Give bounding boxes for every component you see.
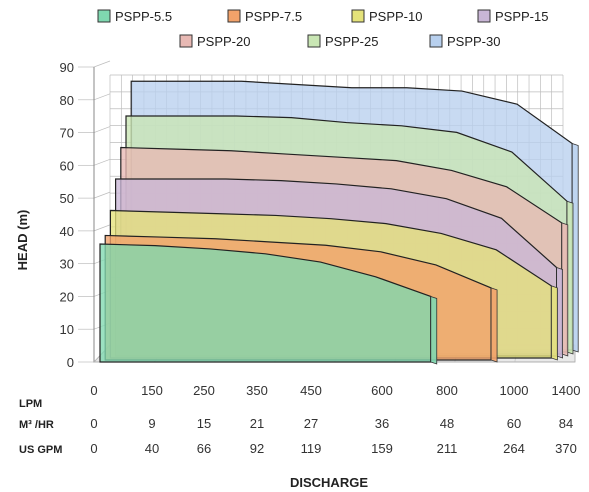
grid-connector bbox=[93, 224, 111, 232]
grid-connector bbox=[93, 60, 111, 68]
x-tick-label: 1000 bbox=[500, 383, 529, 398]
legend-swatch bbox=[477, 9, 491, 23]
y-tick-label: 80 bbox=[60, 93, 74, 108]
x-tick-label: 40 bbox=[145, 441, 159, 456]
legend-item: PSPP-25 bbox=[307, 34, 378, 49]
legend: PSPP-5.5 PSPP-7.5 PSPP-10 PSPP-15 PSPP-20 PSP… bbox=[97, 9, 548, 49]
x-tick-label: 119 bbox=[301, 441, 322, 456]
legend-label: PSPP-10 bbox=[369, 9, 422, 24]
y-tick-label: 40 bbox=[60, 224, 74, 239]
series-pspp-5-5 bbox=[99, 243, 438, 365]
x-tick-label: 350 bbox=[246, 383, 268, 398]
legend-label: PSPP-25 bbox=[325, 34, 378, 49]
legend-swatch bbox=[179, 34, 193, 48]
x-tick-label: 60 bbox=[507, 416, 521, 431]
x-tick-label: 9 bbox=[148, 416, 155, 431]
y-axis-ticks: 0 10 20 30 40 50 60 70 80 90 bbox=[60, 60, 74, 370]
legend-swatch bbox=[429, 34, 443, 48]
legend-item: PSPP-20 bbox=[179, 34, 250, 49]
legend-label: PSPP-30 bbox=[447, 34, 500, 49]
grid-connector bbox=[93, 93, 111, 101]
legend-swatch bbox=[351, 9, 365, 23]
area-side-pspp-5-5 bbox=[430, 295, 438, 365]
x-tick-label: 150 bbox=[141, 383, 163, 398]
x-tick-label: 48 bbox=[440, 416, 454, 431]
legend-label: PSPP-20 bbox=[197, 34, 250, 49]
legend-label: PSPP-7.5 bbox=[245, 9, 302, 24]
x-tick-label: 159 bbox=[371, 441, 393, 456]
x-tick-label: 21 bbox=[250, 416, 264, 431]
grid-connector bbox=[93, 191, 111, 199]
legend-item: PSPP-30 bbox=[429, 34, 500, 49]
x-tick-label: 0 bbox=[90, 383, 97, 398]
x-tick-label: 250 bbox=[193, 383, 215, 398]
x-tick-label: 92 bbox=[250, 441, 264, 456]
x-tick-label: 1400 bbox=[552, 383, 581, 398]
x-tick-label: 600 bbox=[371, 383, 393, 398]
area-side-pspp-10 bbox=[551, 285, 558, 361]
legend-label: PSPP-15 bbox=[495, 9, 548, 24]
grid-connector bbox=[93, 159, 111, 166]
y-tick-label: 10 bbox=[60, 322, 74, 337]
x-tick-label: 27 bbox=[304, 416, 318, 431]
x-tick-label: 66 bbox=[197, 441, 211, 456]
grid-connector bbox=[93, 126, 111, 133]
legend-item: PSPP-10 bbox=[351, 9, 422, 24]
x-row-label: US GPM bbox=[19, 444, 62, 456]
x-tick-label: 450 bbox=[300, 383, 322, 398]
x-tick-label: 211 bbox=[437, 441, 458, 456]
y-tick-label: 30 bbox=[60, 257, 74, 272]
x-tick-label: 36 bbox=[375, 416, 389, 431]
y-axis-title: HEAD (m) bbox=[15, 210, 30, 271]
y-tick-label: 0 bbox=[67, 355, 74, 370]
x-axis-title: DISCHARGE bbox=[290, 475, 368, 490]
x-tick-label: 370 bbox=[555, 441, 577, 456]
x-tick-label: 800 bbox=[436, 383, 458, 398]
legend-swatch bbox=[307, 34, 321, 48]
legend-swatch bbox=[227, 9, 241, 23]
x-tick-label: 84 bbox=[559, 416, 573, 431]
y-tick-label: 70 bbox=[60, 126, 74, 141]
x-row-label: M³ /HR bbox=[19, 419, 54, 431]
legend-swatch bbox=[97, 9, 111, 23]
x-tick-label: 0 bbox=[90, 441, 97, 456]
x-tick-label: 0 bbox=[90, 416, 97, 431]
y-tick-label: 20 bbox=[60, 289, 74, 304]
legend-label: PSPP-5.5 bbox=[115, 9, 172, 24]
area-side-pspp-7-5 bbox=[490, 287, 498, 363]
legend-item: PSPP-7.5 bbox=[227, 9, 302, 24]
series-layer bbox=[99, 80, 579, 365]
legend-item: PSPP-5.5 bbox=[97, 9, 172, 24]
y-tick-label: 50 bbox=[60, 191, 74, 206]
y-tick-label: 90 bbox=[60, 60, 74, 75]
x-tick-label: 15 bbox=[197, 416, 211, 431]
y-tick-label: 60 bbox=[60, 158, 74, 173]
x-row-label: LPM bbox=[19, 398, 42, 410]
x-tick-label: 264 bbox=[503, 441, 525, 456]
legend-item: PSPP-15 bbox=[477, 9, 548, 24]
